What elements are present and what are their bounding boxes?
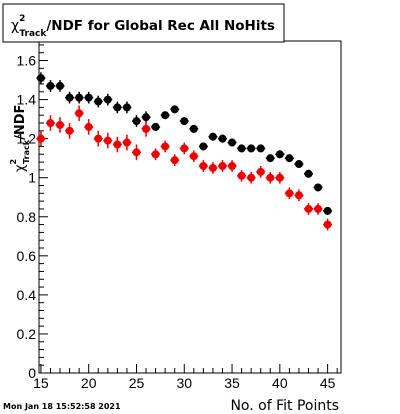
red-data-point: [208, 162, 218, 174]
red-data-point: [103, 132, 113, 149]
red-data-point: [237, 169, 247, 182]
red-data-point: [294, 189, 304, 202]
black-data-point: [122, 101, 132, 114]
red-data-point: [313, 203, 323, 215]
black-data-point: [217, 134, 227, 143]
red-data-point: [198, 160, 208, 172]
red-data-point: [131, 144, 141, 161]
black-data-point: [131, 115, 141, 127]
red-data-point: [160, 140, 170, 153]
black-data-point: [275, 150, 285, 159]
red-data-point: [36, 130, 46, 147]
black-data-point: [323, 206, 333, 215]
y-tick-label: 0.6: [17, 248, 37, 264]
black-data-point: [55, 80, 65, 92]
red-data-point: [189, 150, 199, 163]
red-data-point: [170, 154, 180, 166]
red-data-point: [141, 121, 151, 137]
black-data-point: [198, 142, 208, 151]
chart-title: χ2 Track/NDF for Global Rec All NoHits: [11, 14, 275, 39]
red-data-point: [179, 142, 189, 155]
black-data-point: [45, 80, 55, 92]
red-data-point: [284, 187, 294, 200]
black-data-point: [227, 138, 237, 147]
x-tick-label: 20: [81, 375, 97, 391]
x-tick-label: 35: [224, 375, 240, 391]
y-tick-label: 1: [28, 170, 36, 186]
black-data-point: [160, 111, 170, 120]
timestamp: Mon Jan 18 15:52:58 2021: [3, 402, 121, 411]
y-tick-label: 1.2: [17, 131, 37, 147]
black-data-point: [112, 101, 122, 114]
x-tick-label: 15: [33, 375, 49, 391]
red-data-point: [256, 165, 266, 178]
black-data-point: [208, 132, 218, 141]
red-data-point: [151, 148, 161, 161]
red-data-point: [265, 171, 275, 184]
red-data-point: [55, 117, 65, 133]
black-data-point: [65, 91, 75, 104]
plot-frame: [38, 40, 342, 374]
red-data-point: [323, 218, 333, 231]
x-tick-label: 45: [320, 375, 336, 391]
y-axis-label: χ2 Track/NDF: [9, 105, 31, 172]
red-data-point: [112, 136, 122, 153]
black-data-point: [93, 95, 103, 108]
y-tick-label: 1.4: [17, 92, 37, 108]
y-tick-label: 0.4: [17, 287, 37, 303]
red-data-point: [246, 171, 256, 184]
black-data-point: [294, 160, 304, 169]
red-data-point: [74, 105, 84, 122]
black-data-point: [179, 117, 189, 126]
y-tick-label: 1.6: [17, 53, 37, 69]
axes: 15 20 25 30 35 40 45 0 0.2 0.4 0.6 0.8 1 1.2 1.4 1.6: [17, 44, 338, 391]
black-data-point: [246, 144, 256, 153]
red-data-point: [93, 130, 103, 147]
black-data-point: [237, 144, 247, 153]
y-tick-label: 0.2: [17, 326, 37, 342]
black-data-point: [84, 91, 94, 104]
black-data-point: [74, 91, 84, 104]
red-data-point: [122, 134, 132, 151]
red-data-point: [45, 115, 55, 131]
black-data-point: [189, 124, 199, 133]
red-data-point: [84, 119, 94, 135]
x-tick-label: 40: [272, 375, 288, 391]
x-tick-label: 30: [176, 375, 192, 391]
black-data-point: [256, 144, 266, 153]
y-tick-label: 0.8: [17, 209, 37, 225]
red-data-point: [304, 203, 314, 215]
title-box: [2, 3, 285, 43]
x-tick-label: 25: [129, 375, 145, 391]
black-data-point: [103, 93, 113, 106]
black-data-point: [170, 105, 180, 114]
black-data-point: [265, 154, 275, 163]
black-data-point: [313, 183, 323, 192]
data-points: [36, 72, 333, 231]
y-tick-label: 0: [28, 365, 36, 381]
red-data-point: [65, 123, 75, 139]
red-data-point: [275, 171, 285, 184]
red-data-point: [217, 160, 227, 172]
black-data-point: [304, 169, 314, 178]
x-axis-label: No. of Fit Points: [230, 398, 339, 414]
black-data-point: [284, 154, 294, 163]
black-data-point: [151, 122, 161, 131]
black-data-point: [36, 72, 46, 84]
red-data-point: [227, 160, 237, 172]
